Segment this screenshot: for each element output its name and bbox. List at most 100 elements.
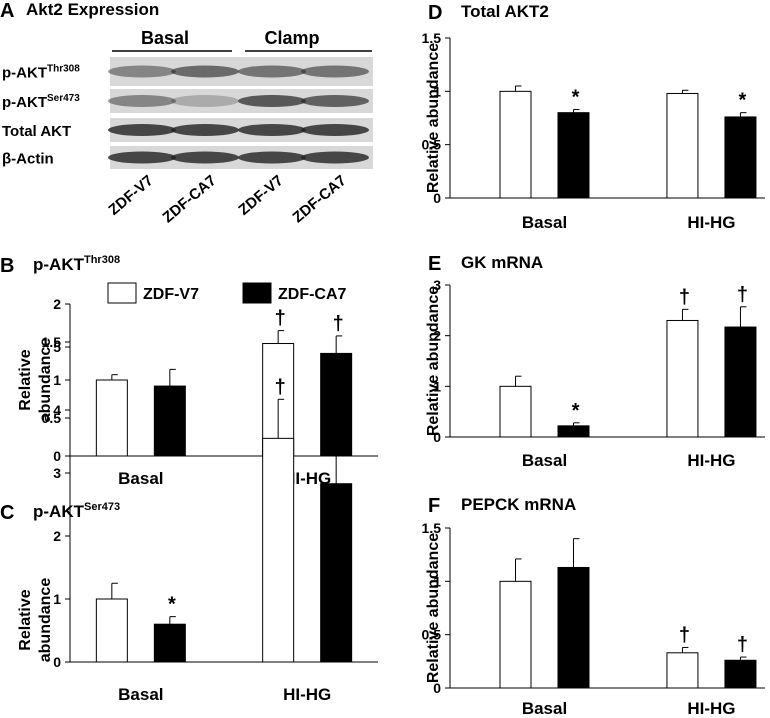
significance-marker: * — [572, 86, 580, 108]
x-tick-label: HI-HG — [687, 451, 735, 470]
y-tick-label: 1 — [53, 591, 61, 607]
bar — [557, 425, 590, 438]
significance-marker: † — [737, 634, 748, 656]
y-tick-label: 1 — [53, 372, 61, 388]
panel-letter: A — [0, 0, 14, 22]
blot-band — [238, 124, 306, 136]
bar — [724, 326, 757, 438]
group-label: Clamp — [264, 28, 319, 48]
y-tick-label: 1 — [433, 573, 441, 589]
bar — [499, 385, 532, 438]
panel-letter: F — [428, 495, 440, 517]
bar — [666, 92, 699, 199]
panel-letter: E — [428, 253, 441, 275]
y-axis-label: Relative — [17, 589, 34, 650]
blot-title: Akt2 Expression — [26, 0, 159, 19]
bar — [499, 90, 532, 199]
significance-marker: † — [275, 376, 286, 398]
blot-band — [238, 95, 306, 107]
bar — [262, 437, 295, 663]
blot-band — [171, 124, 239, 136]
y-tick-label: 0.5 — [42, 410, 62, 426]
x-tick-label: Basal — [522, 451, 567, 470]
y-axis-label: abundance — [37, 578, 54, 663]
y-axis-label: Relative abundance — [425, 43, 442, 193]
lane-label: ZDF-V7 — [105, 172, 156, 219]
blot-band — [171, 65, 239, 78]
y-tick-label: 0 — [433, 190, 441, 206]
y-tick-label: 3 — [433, 277, 441, 293]
y-tick-label: 1.5 — [422, 520, 442, 536]
y-tick-label: 2 — [53, 296, 61, 312]
lane-label: ZDF-CA7 — [289, 172, 349, 226]
chart-title: p-AKTSer473 — [33, 501, 120, 521]
y-tick-label: 1.5 — [422, 30, 442, 46]
chart-title-main: Total AKT2 — [461, 2, 549, 21]
chart-title: PEPCK mRNA — [461, 495, 576, 514]
blot-band — [171, 95, 239, 107]
x-tick-label: Basal — [522, 699, 567, 718]
blot-band — [108, 95, 176, 107]
bar — [153, 623, 186, 663]
y-tick-label: 1.5 — [42, 334, 62, 350]
chart-title: GK mRNA — [461, 253, 543, 272]
row-label-main: Total AKT — [2, 123, 71, 140]
y-axis-label: Relative — [17, 349, 34, 410]
y-tick-label: 3 — [53, 465, 61, 481]
lane-label: ZDF-V7 — [235, 172, 286, 219]
significance-marker: * — [168, 594, 176, 616]
legend-swatch — [107, 282, 137, 304]
blot-band — [301, 65, 369, 78]
y-tick-label: 2 — [433, 328, 441, 344]
y-tick-label: 0 — [53, 448, 61, 464]
bar — [153, 385, 186, 457]
row-label-main: β-Actin — [2, 151, 54, 168]
y-tick-label: 2 — [53, 528, 61, 544]
chart-title: Total AKT2 — [461, 2, 549, 21]
significance-marker: † — [679, 286, 690, 308]
y-tick-label: 0 — [433, 429, 441, 445]
bar — [724, 116, 757, 199]
x-tick-label: HI-HG — [283, 469, 331, 488]
blot-image — [108, 57, 373, 169]
legend-label: ZDF-CA7 — [278, 286, 347, 303]
chart-title-sup: Thr308 — [84, 254, 120, 266]
bar — [557, 112, 590, 199]
significance-marker: † — [333, 410, 344, 432]
bar — [666, 652, 699, 689]
chart-title-main: GK mRNA — [461, 253, 543, 272]
chart-title: p-AKTThr308 — [33, 254, 120, 274]
row-label: p-AKTThr308 — [2, 64, 80, 82]
y-tick-label: 1 — [433, 378, 441, 394]
row-label: p-AKTSer473 — [2, 93, 80, 111]
x-tick-label: Basal — [118, 685, 163, 704]
x-tick-label: Basal — [118, 469, 163, 488]
y-tick-label: 0 — [433, 680, 441, 696]
y-tick-label: 1 — [433, 83, 441, 99]
blot-band — [301, 151, 369, 164]
legend-swatch — [242, 282, 272, 304]
panel-letter: B — [0, 255, 14, 277]
row-label: β-Actin — [2, 151, 54, 168]
bar — [320, 483, 353, 663]
panel-letter: C — [0, 502, 14, 524]
x-tick-label: HI-HG — [687, 213, 735, 232]
row-label-sup: Thr308 — [47, 64, 80, 75]
significance-marker: † — [679, 624, 690, 646]
significance-marker: * — [572, 400, 580, 422]
x-tick-label: Basal — [522, 213, 567, 232]
row-label-main: p-AKT — [2, 94, 47, 111]
blot-band — [108, 151, 176, 164]
chart-title-sup: Ser473 — [84, 501, 120, 513]
x-tick-label: HI-HG — [283, 685, 331, 704]
y-axis-label: Relative abundance — [425, 533, 442, 683]
blot-band — [171, 151, 239, 164]
blot-band — [108, 124, 176, 136]
significance-marker: † — [737, 284, 748, 306]
y-tick-label: 0.5 — [422, 627, 442, 643]
significance-marker: † — [333, 313, 344, 335]
lane-label: ZDF-CA7 — [159, 172, 219, 226]
bar — [95, 598, 128, 663]
bar — [499, 580, 532, 689]
